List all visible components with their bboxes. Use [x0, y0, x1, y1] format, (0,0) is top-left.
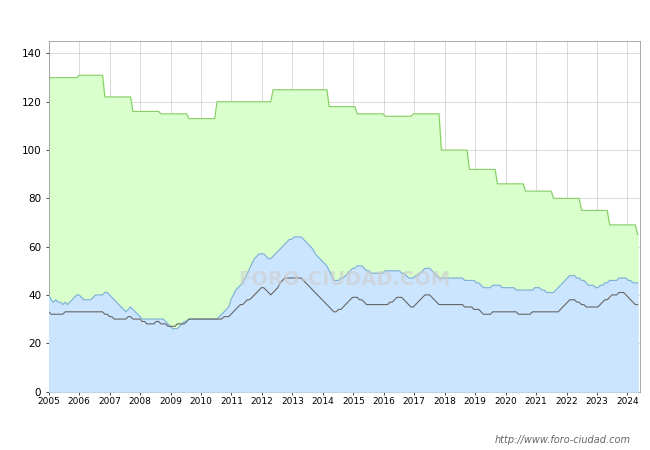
Text: http://www.foro-ciudad.com: http://www.foro-ciudad.com: [495, 435, 630, 445]
Text: FORO-CIUDAD.COM: FORO-CIUDAD.COM: [239, 270, 450, 289]
Text: Zarzuela - Evolucion de la poblacion en edad de Trabajar Mayo de 2024: Zarzuela - Evolucion de la poblacion en …: [86, 12, 564, 25]
